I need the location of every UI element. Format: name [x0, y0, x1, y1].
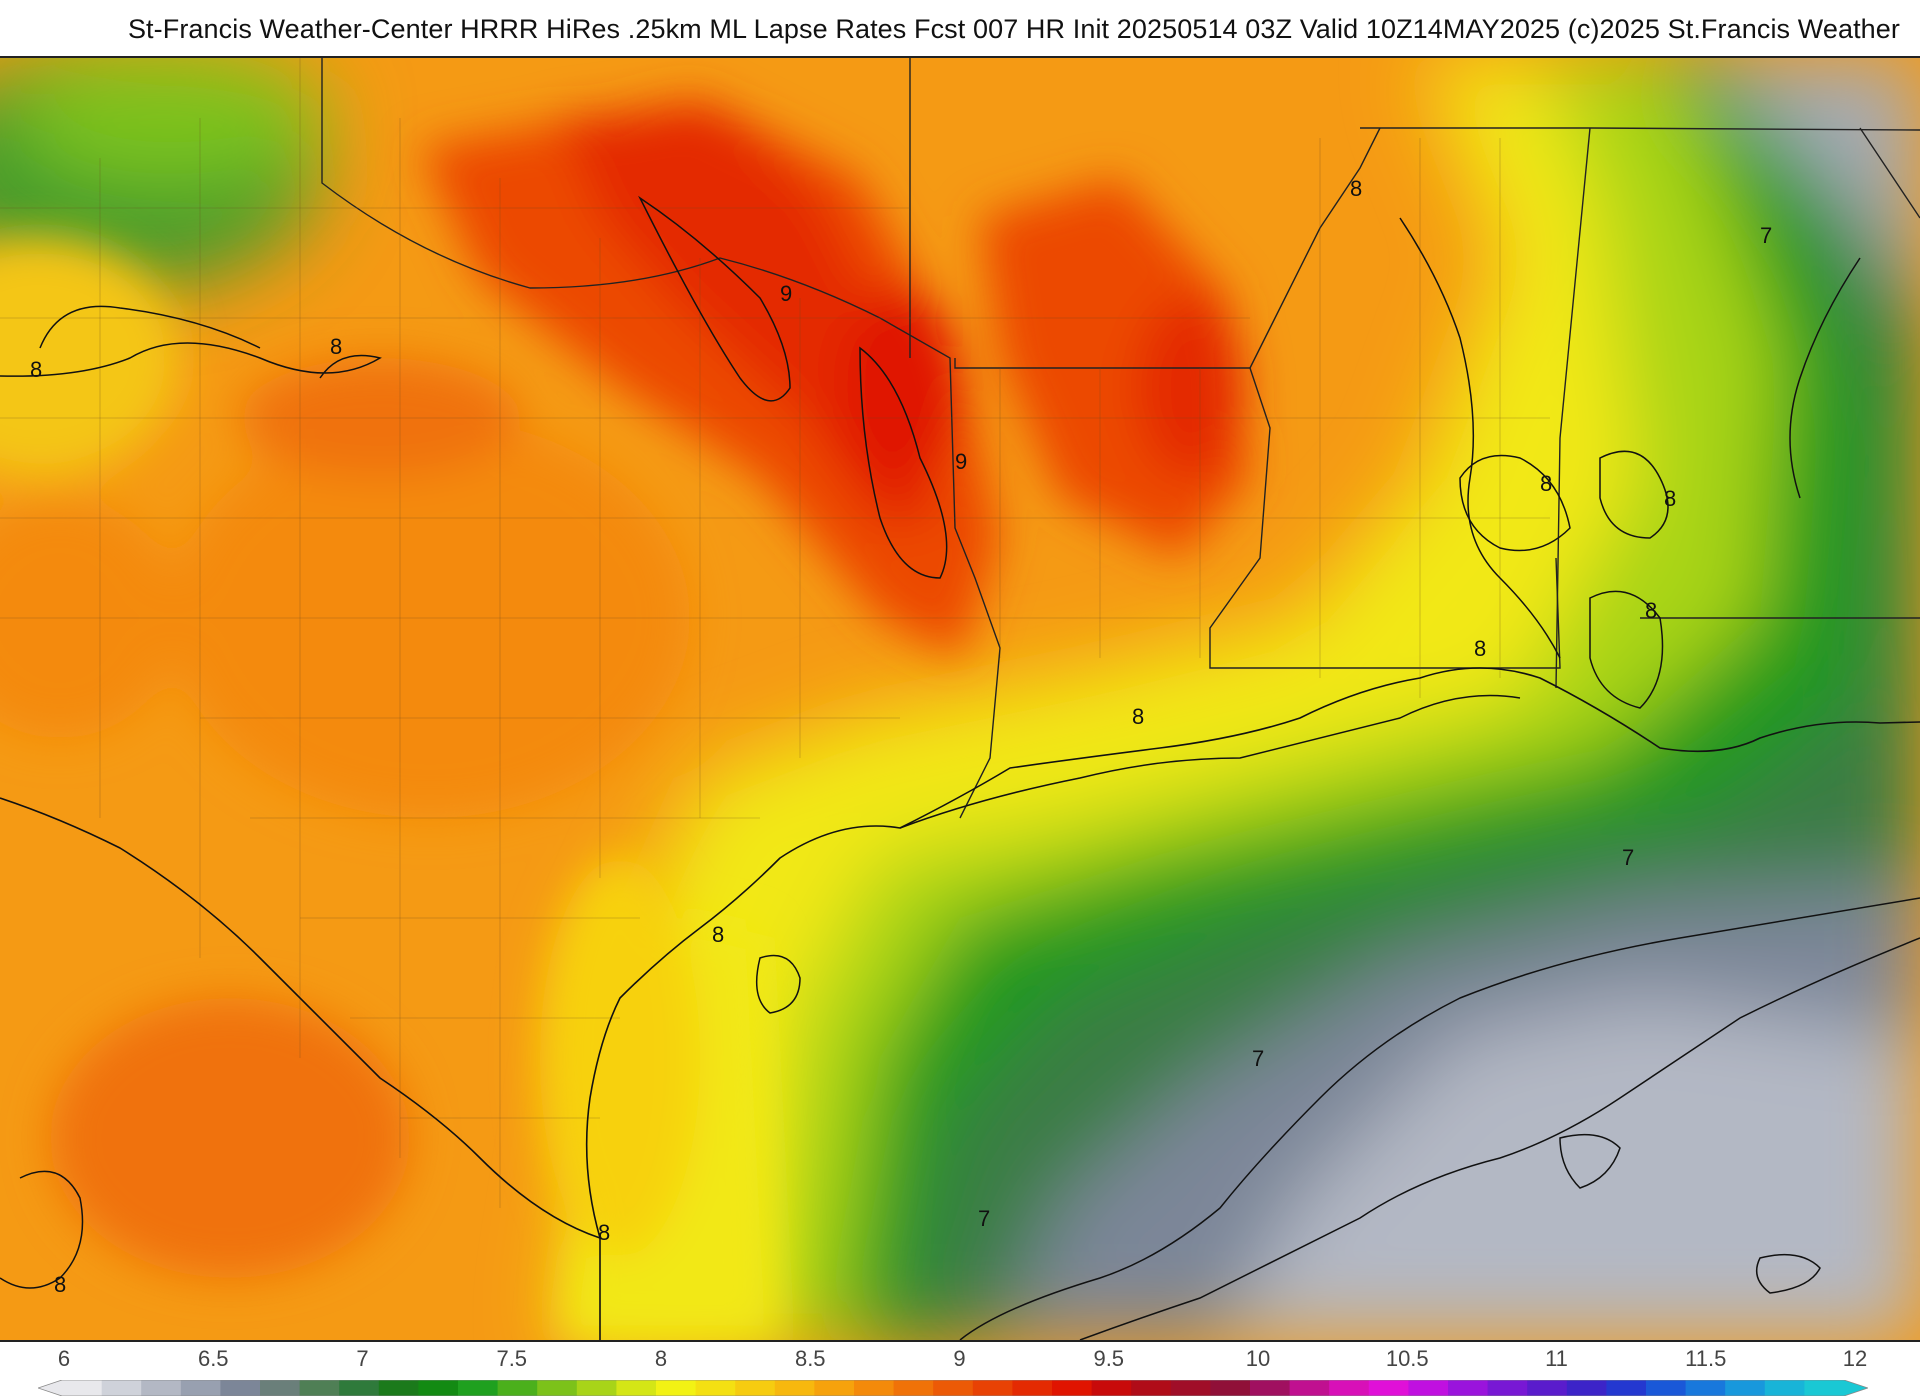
- colorbar-swatch: [854, 1380, 895, 1396]
- colorbar-swatch: [1487, 1380, 1528, 1396]
- colorbar-swatch: [1131, 1380, 1172, 1396]
- colorbar-swatch: [656, 1380, 697, 1396]
- colorbar-swatch: [972, 1380, 1013, 1396]
- colorbar-swatch: [1527, 1380, 1568, 1396]
- colorbar-swatch: [1289, 1380, 1330, 1396]
- scale-tick-label: 11.5: [1685, 1346, 1727, 1371]
- contour-label: 8: [712, 922, 724, 947]
- contour-label: 8: [1645, 598, 1657, 623]
- scale-tick-label: 10.5: [1385, 1346, 1429, 1371]
- colorbar-swatch: [1210, 1380, 1251, 1396]
- colorbar-swatch: [1091, 1380, 1132, 1396]
- colorbar-swatch: [735, 1380, 776, 1396]
- scale-tick-label: 7: [356, 1346, 369, 1371]
- contour-label: 8: [1474, 636, 1486, 661]
- colorbar-swatch: [378, 1380, 419, 1396]
- contour-labels: 8 8 9 9 8 7 8 8 8 8 8 8 8 7 7 7 8 8: [30, 176, 1772, 1297]
- colorbar-swatch: [1646, 1380, 1687, 1396]
- colorbar-swatch: [1408, 1380, 1449, 1396]
- colorbar-swatch: [260, 1380, 301, 1396]
- contour-label: 8: [1664, 486, 1676, 511]
- scale-tick-label: 11: [1545, 1346, 1568, 1371]
- scale-tick-label: 10: [1245, 1346, 1271, 1371]
- colorbar-swatch: [1012, 1380, 1053, 1396]
- colorbar-swatch: [893, 1380, 934, 1396]
- scale-tick-label: 6: [57, 1346, 71, 1371]
- colorbar: [38, 1380, 1868, 1396]
- field-layers: [0, 58, 1920, 1340]
- contour-lines: [0, 195, 1920, 1340]
- colorbar-swatch: [1368, 1380, 1409, 1396]
- contour-label: 8: [54, 1272, 66, 1297]
- colorbar-swatch: [1329, 1380, 1370, 1396]
- scale-tick-label: 7.5: [496, 1346, 528, 1371]
- county-lines: [0, 58, 1550, 1208]
- colorbar-swatch: [1804, 1380, 1868, 1396]
- colorbar-swatch: [418, 1380, 459, 1396]
- colorbar-swatch: [180, 1380, 221, 1396]
- contour-label: 8: [330, 334, 342, 359]
- colorbar-swatch: [497, 1380, 538, 1396]
- scale-tick-label: 8.5: [794, 1346, 826, 1371]
- scale-tick-label: 6.5: [197, 1346, 229, 1371]
- coastline: [0, 667, 1920, 1340]
- scale-tick-label: 8: [654, 1346, 668, 1371]
- contour-label: 9: [780, 281, 792, 306]
- colorbar-swatch: [933, 1380, 974, 1396]
- contour-label: 9: [955, 449, 967, 474]
- colorbar-swatch: [458, 1380, 499, 1396]
- colorbar-swatch: [220, 1380, 261, 1396]
- colorbar-swatch: [101, 1380, 142, 1396]
- hot-spots: [0, 98, 1250, 1340]
- colorbar-swatch: [774, 1380, 815, 1396]
- contour-label: 7: [1622, 845, 1634, 870]
- colorbar-swatch: [339, 1380, 380, 1396]
- colorbar-swatch: [1250, 1380, 1291, 1396]
- colorbar-swatch: [1606, 1380, 1647, 1396]
- colorbar-swatch: [695, 1380, 736, 1396]
- colorbar-swatch: [1052, 1380, 1093, 1396]
- colorbar-swatch: [814, 1380, 855, 1396]
- map-title: St-Francis Weather-Center HRRR HiRes .25…: [127, 14, 1900, 44]
- colorbar-swatch: [1448, 1380, 1489, 1396]
- colorbar-swatch: [616, 1380, 657, 1396]
- lapse-rate-map: 8 8 9 9 8 7 8 8 8 8 8 8 8 7 7 7 8 8: [0, 58, 1920, 1340]
- colorbar-swatch: [1764, 1380, 1805, 1396]
- contour-label: 8: [30, 357, 42, 382]
- map-panel: 8 8 9 9 8 7 8 8 8 8 8 8 8 7 7 7 8 8: [0, 56, 1920, 1342]
- contour-label: 8: [1132, 704, 1144, 729]
- contour-label: 7: [1760, 223, 1772, 248]
- contour-label: 8: [598, 1220, 610, 1245]
- color-scale: 6 6.5 7 7.5 8 8.5 9 9.5 10 10.5 11 11.5 12: [0, 1342, 1920, 1400]
- contour-label: 8: [1350, 176, 1362, 201]
- contour-label: 7: [1252, 1046, 1264, 1071]
- scale-tick-label: 12: [1842, 1346, 1868, 1371]
- scale-tick-label: 9.5: [1093, 1346, 1125, 1371]
- colorbar-swatch: [38, 1380, 102, 1396]
- colorbar-swatch: [1170, 1380, 1211, 1396]
- colorbar-swatch: [1685, 1380, 1726, 1396]
- title-bar: St-Francis Weather-Center HRRR HiRes .25…: [0, 0, 1920, 56]
- contour-label: 8: [1540, 471, 1552, 496]
- colorbar-swatch: [299, 1380, 340, 1396]
- colorbar-swatch: [537, 1380, 578, 1396]
- colorbar-swatch: [576, 1380, 617, 1396]
- scale-tick-label: 9: [953, 1346, 966, 1371]
- state-boundaries: [321, 58, 1920, 819]
- colorbar-swatch: [141, 1380, 182, 1396]
- colorbar-swatch: [1725, 1380, 1766, 1396]
- contour-label: 7: [978, 1206, 990, 1231]
- colorbar-swatch: [1566, 1380, 1607, 1396]
